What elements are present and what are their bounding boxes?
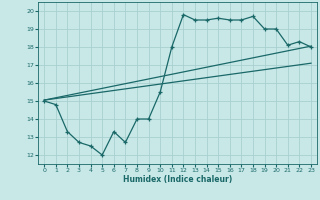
X-axis label: Humidex (Indice chaleur): Humidex (Indice chaleur) bbox=[123, 175, 232, 184]
